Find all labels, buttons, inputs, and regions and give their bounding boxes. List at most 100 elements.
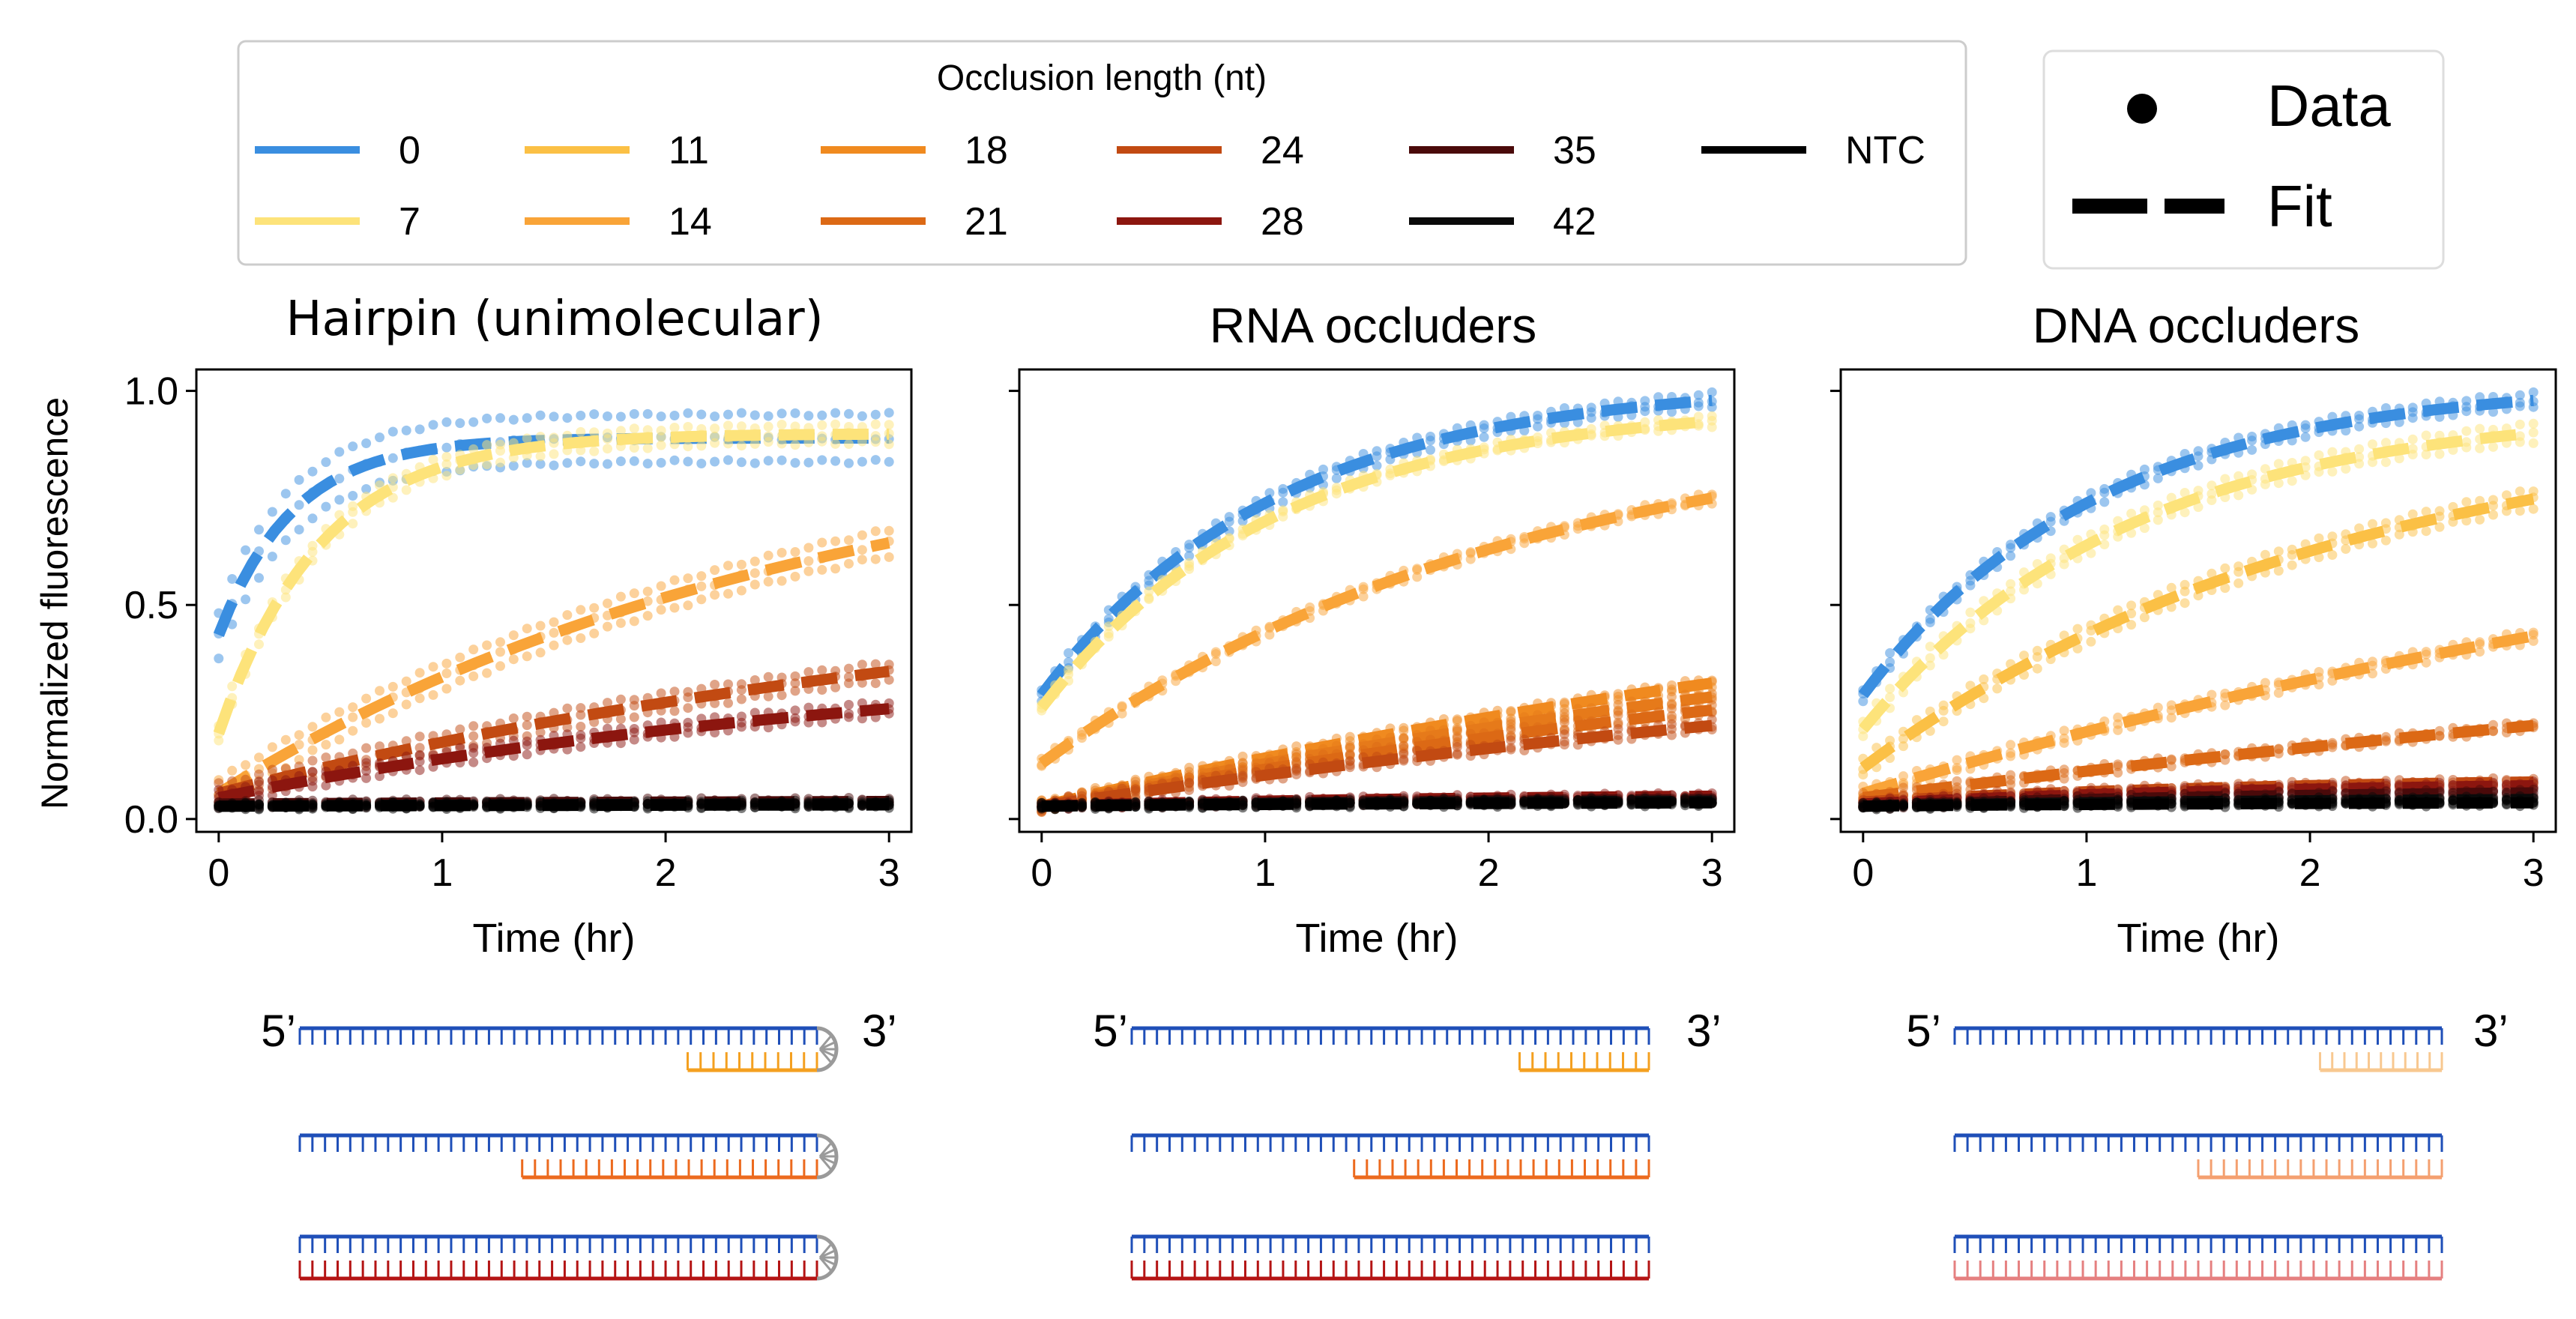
data-point <box>321 501 331 512</box>
data-point <box>1291 763 1302 773</box>
data-point <box>803 543 814 553</box>
data-point <box>830 564 841 574</box>
data-point <box>1465 797 1476 807</box>
data-point <box>562 703 573 713</box>
x-tick-label: 0 <box>1852 851 1874 895</box>
data-point <box>696 799 707 809</box>
data-point <box>2501 780 2512 790</box>
data-point <box>669 603 680 613</box>
loop-tick <box>818 1257 833 1273</box>
loop-tick <box>819 1155 837 1165</box>
data-point <box>723 588 733 599</box>
data-point <box>522 651 532 662</box>
data-point <box>495 413 505 423</box>
data-point <box>576 456 586 467</box>
data-point <box>2072 624 2083 634</box>
data-point <box>2139 464 2150 474</box>
data-point <box>254 776 264 787</box>
data-point <box>254 752 264 763</box>
data-point <box>683 573 693 584</box>
data-point <box>1264 630 1275 640</box>
series-18 <box>1858 718 2539 808</box>
data-point <box>2327 550 2338 560</box>
data-point <box>2488 510 2498 520</box>
data-point <box>294 525 304 535</box>
data-point <box>1667 704 1677 714</box>
data-point <box>2434 506 2445 516</box>
data-point <box>508 654 519 665</box>
data-point <box>294 500 304 510</box>
data-point <box>2126 600 2137 611</box>
data-point <box>669 575 680 585</box>
data-point <box>307 745 318 755</box>
y-tick-label: 0.0 <box>124 798 178 842</box>
data-point <box>615 411 626 422</box>
data-point <box>776 420 787 429</box>
data-point <box>2273 478 2284 489</box>
data-point <box>2045 512 2056 522</box>
data-point <box>254 525 264 535</box>
data-point <box>387 453 398 463</box>
data-point <box>2501 490 2512 501</box>
data-point <box>723 561 733 571</box>
data-point <box>2354 421 2365 432</box>
data-point <box>1331 483 1342 493</box>
data-point <box>348 702 358 713</box>
data-point <box>2528 418 2539 429</box>
data-point <box>1925 653 1935 663</box>
data-point <box>1885 692 1895 702</box>
data-point <box>830 456 841 466</box>
five-prime-label: 5’ <box>261 1006 296 1056</box>
data-point <box>482 440 492 450</box>
data-point <box>348 712 358 722</box>
data-point <box>2394 780 2404 791</box>
loop-tick <box>818 1034 833 1050</box>
data-point <box>307 540 318 551</box>
data-point <box>696 441 707 451</box>
data-point <box>2368 519 2377 529</box>
data-point <box>2407 434 2418 444</box>
series-11 <box>1858 486 2539 780</box>
data-point <box>603 621 612 632</box>
data-point <box>696 594 707 605</box>
data-point <box>2528 427 2539 438</box>
data-point <box>749 438 760 449</box>
data-point <box>629 408 639 419</box>
data-point <box>522 624 532 634</box>
data-point <box>776 576 787 586</box>
data-point <box>508 713 519 723</box>
data-point <box>361 484 372 494</box>
loop-tick <box>818 1141 833 1157</box>
data-point <box>2300 420 2311 430</box>
series-14 <box>1858 627 2539 803</box>
color-legend-frame <box>237 40 1967 266</box>
loop-tick <box>818 1156 833 1171</box>
data-point <box>2166 796 2177 806</box>
data-point <box>1184 797 1195 807</box>
data-point <box>1264 488 1275 498</box>
data-point <box>1278 483 1288 494</box>
data-point <box>2233 490 2244 501</box>
data-point <box>2475 647 2485 657</box>
data-point <box>736 457 746 468</box>
panel-title: RNA occluders <box>1210 298 1537 353</box>
data-point <box>522 433 532 444</box>
data-point <box>2153 507 2163 518</box>
data-point <box>615 591 626 602</box>
data-point <box>549 432 559 443</box>
data-point <box>241 760 251 770</box>
data-point <box>2368 538 2377 549</box>
data-point <box>1412 572 1423 582</box>
data-point <box>495 647 505 657</box>
data-point <box>683 456 693 467</box>
data-point <box>776 438 787 449</box>
fit-line <box>213 428 890 736</box>
data-point <box>1680 794 1690 805</box>
data-point <box>2394 453 2404 464</box>
data-point <box>2113 712 2123 722</box>
data-point <box>803 800 814 810</box>
data-point <box>1465 547 1476 558</box>
data-point <box>1318 464 1328 474</box>
